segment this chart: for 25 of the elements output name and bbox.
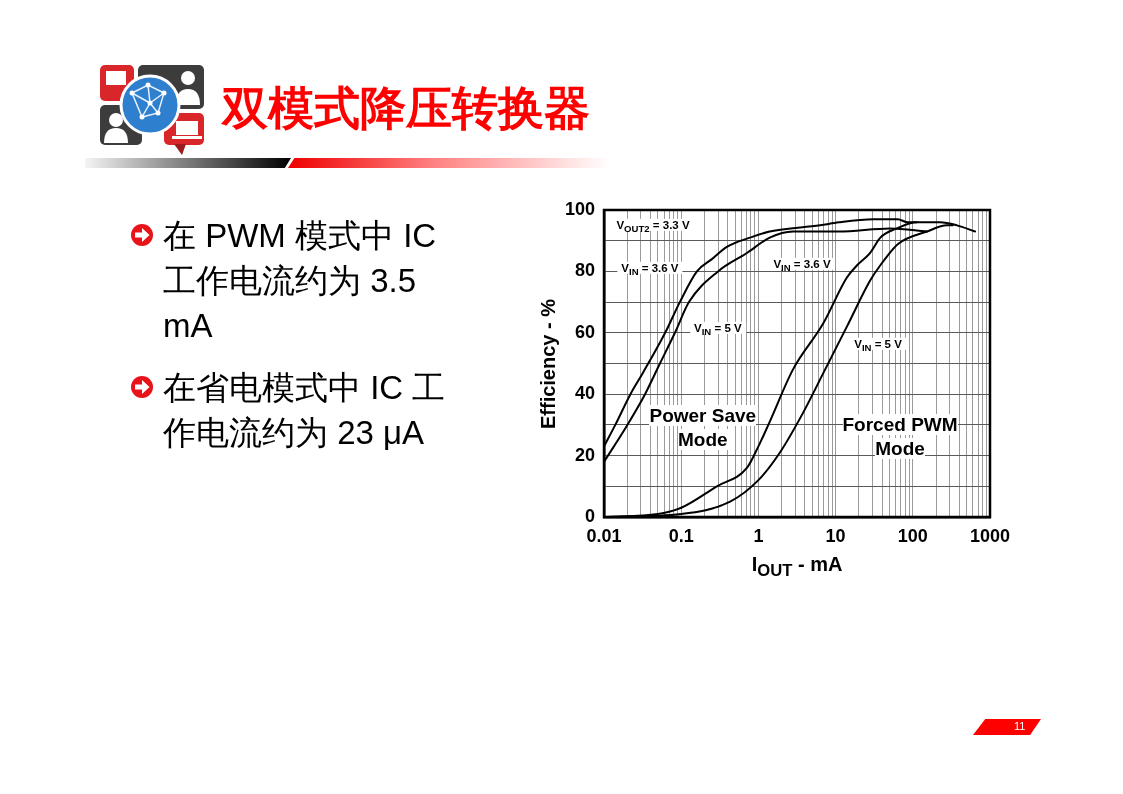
x-tick-label: 1 bbox=[753, 525, 764, 546]
y-axis-title: Efficiency - % bbox=[536, 298, 560, 429]
x-tick-label: 100 bbox=[897, 525, 928, 546]
annotation: V$_{IN}$ = 5 V bbox=[690, 321, 746, 337]
x-tick-label: 1000 bbox=[969, 525, 1011, 546]
y-tick-label: 0 bbox=[584, 505, 595, 526]
annotation: Forced PWM Mode bbox=[842, 413, 958, 459]
y-tick-label: 60 bbox=[574, 321, 595, 342]
annotation: V$_{IN}$ = 5 V bbox=[850, 337, 906, 353]
annotation: V$_{OUT2}$ = 3.3 V bbox=[612, 219, 694, 235]
annotation: V$_{IN}$ = 3.6 V bbox=[617, 262, 683, 278]
text: 11 bbox=[1014, 720, 1026, 733]
x-tick-label: 10 bbox=[825, 525, 846, 546]
x-axis-title: I$_{OUT}$ - mA bbox=[751, 551, 843, 582]
x-tick-label: 0.01 bbox=[586, 525, 622, 546]
text: 在 PWM 模式中 IC 工作电流约为 3.5 mA bbox=[163, 216, 438, 346]
y-tick-label: 80 bbox=[574, 260, 595, 281]
chart-title: 双模式降压转换器 bbox=[222, 80, 590, 136]
text: 在省电模式中 IC 工作电流约为 23 μA bbox=[163, 368, 447, 453]
y-tick-label: 20 bbox=[574, 444, 595, 465]
y-tick-label: 40 bbox=[574, 383, 595, 404]
x-tick-label: 0.1 bbox=[668, 525, 694, 546]
annotation: V$_{IN}$ = 3.6 V bbox=[769, 258, 835, 274]
annotation: Power Save Mode bbox=[649, 404, 757, 450]
y-tick-label: 100 bbox=[564, 198, 595, 219]
